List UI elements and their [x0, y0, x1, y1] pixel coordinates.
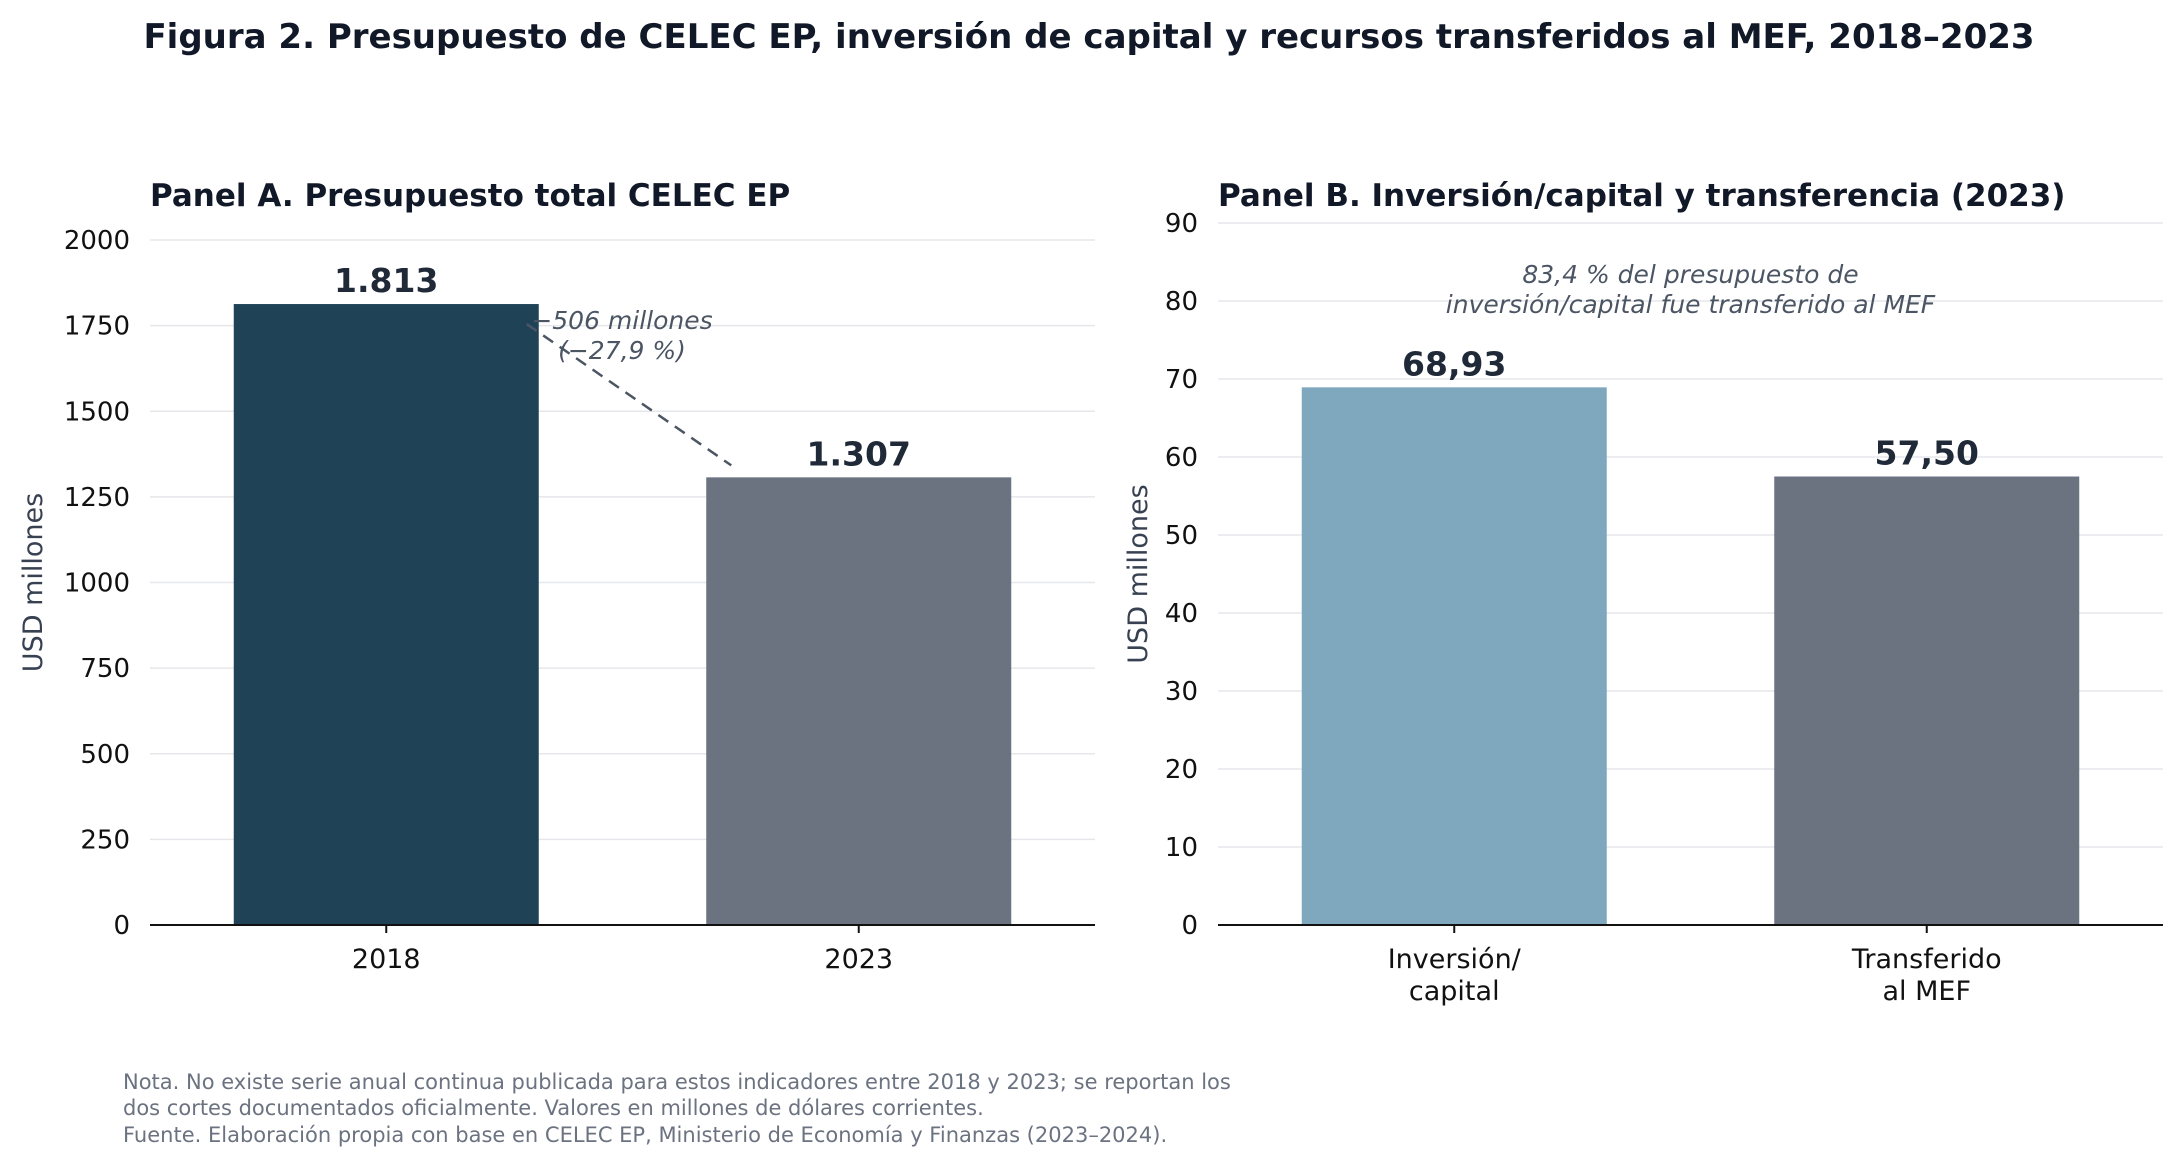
y-axis-label: USD millones: [18, 493, 49, 672]
note-line-1: Nota. No existe serie anual continua pub…: [123, 1070, 1231, 1094]
x-tick-label: al MEF: [1882, 976, 1971, 1007]
y-tick-label: 10: [1165, 833, 1198, 863]
y-tick-label: 250: [80, 825, 130, 855]
y-axis-label: USD millones: [1123, 484, 1154, 663]
y-tick-label: 60: [1165, 443, 1198, 473]
y-tick-label: 20: [1165, 755, 1198, 785]
panel-a-chart: Panel A. Presupuesto total CELEC EP 0 250 5…: [18, 178, 1095, 975]
y-tick-label: 40: [1165, 599, 1198, 629]
bar-value-label: 1.813: [334, 261, 438, 300]
x-tick-label: 2018: [352, 944, 421, 975]
y-tick-label: 0: [113, 911, 130, 941]
y-tick-label: 30: [1165, 677, 1198, 707]
share-annotation: 83,4 % del presupuesto de: [1522, 260, 1858, 289]
change-annotation: −506 millones: [531, 306, 712, 335]
panel-b-chart: Panel B. Inversión/capital y transferenc…: [1123, 178, 2163, 1007]
y-tick-label: 50: [1165, 521, 1198, 551]
y-tick-label: 90: [1165, 209, 1198, 239]
figure-note: Nota. No existe serie anual continua pub…: [123, 1070, 1231, 1147]
bar-value-label: 1.307: [807, 434, 911, 473]
bar-0: [1301, 387, 1607, 925]
y-tick-label: 2000: [64, 226, 130, 256]
y-tick-label: 70: [1165, 365, 1198, 395]
x-tick-label: Transferido: [1851, 944, 2002, 975]
y-tick-label: 80: [1165, 287, 1198, 317]
y-tick-label: 750: [80, 654, 130, 684]
bar-1: [1774, 476, 2080, 925]
bar-1: [706, 477, 1012, 925]
change-connector: [526, 323, 732, 467]
y-tick-label: 1750: [64, 312, 130, 342]
y-tick-label: 500: [80, 740, 130, 770]
bar-0: [233, 304, 539, 925]
change-annotation: (−27,9 %): [558, 336, 686, 365]
panel-1-title: Panel B. Inversión/capital y transferenc…: [1218, 178, 2065, 214]
x-tick-label: 2023: [824, 944, 893, 975]
panel-0-title: Panel A. Presupuesto total CELEC EP: [150, 178, 790, 214]
y-tick-label: 1000: [64, 569, 130, 599]
bar-value-label: 57,50: [1875, 434, 1979, 473]
figure-title: Figura 2. Presupuesto de CELEC EP, inver…: [143, 17, 2034, 57]
x-tick-label: capital: [1409, 976, 1500, 1007]
note-line-2: dos cortes documentados oficialmente. Va…: [123, 1096, 984, 1120]
y-tick-label: 1500: [64, 397, 130, 427]
source-line: Fuente. Elaboración propia con base en C…: [123, 1123, 1167, 1147]
y-tick-label: 0: [1181, 911, 1198, 941]
y-tick-label: 1250: [64, 483, 130, 513]
share-annotation: inversión/capital fue transferido al MEF: [1446, 290, 1936, 319]
x-tick-label: Inversión/: [1388, 944, 1522, 975]
bar-value-label: 68,93: [1402, 344, 1506, 383]
